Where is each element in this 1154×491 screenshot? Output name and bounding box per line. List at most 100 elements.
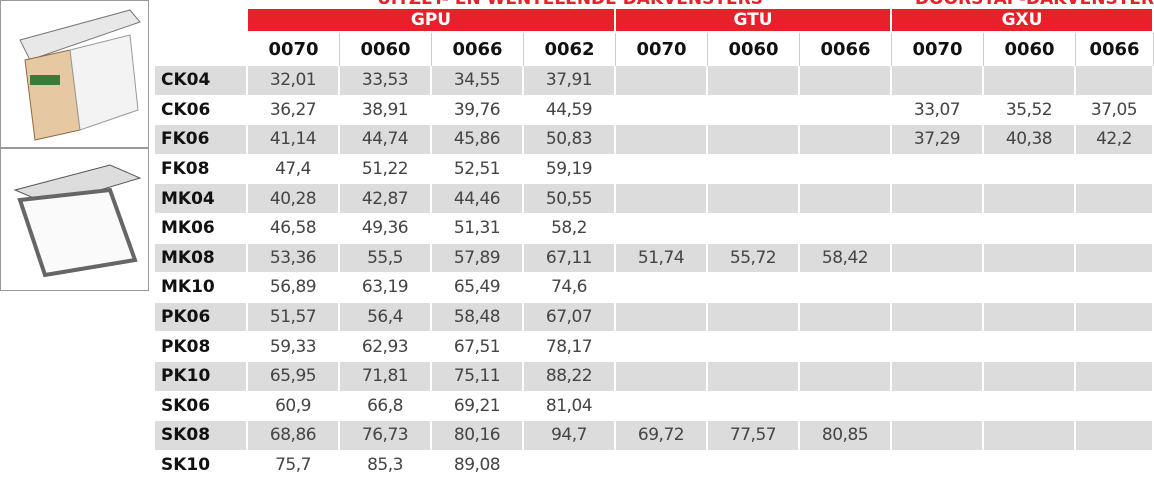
row-label: MK04	[155, 184, 248, 213]
empty-cell	[1076, 154, 1154, 184]
empty-cell	[616, 302, 708, 332]
price-cell: 32,01	[248, 66, 340, 95]
row-label: MK06	[155, 214, 248, 243]
empty-cell	[1076, 421, 1154, 450]
price-cell: 38,91	[340, 95, 432, 125]
empty-cell	[616, 154, 708, 184]
empty-cell	[984, 391, 1076, 421]
group-header: GPU	[248, 9, 616, 31]
price-cell: 49,36	[340, 214, 432, 243]
price-cell: 65,49	[432, 273, 524, 302]
code-header: 0060	[708, 33, 800, 66]
price-cell: 56,89	[248, 273, 340, 302]
price-cell: 71,81	[340, 362, 432, 391]
empty-cell	[800, 450, 892, 480]
empty-cell	[616, 273, 708, 302]
empty-cell	[616, 95, 708, 125]
price-cell: 56,4	[340, 302, 432, 332]
empty-cell	[708, 273, 800, 302]
empty-cell	[984, 214, 1076, 243]
price-cell: 88,22	[524, 362, 616, 391]
price-cell: 75,11	[432, 362, 524, 391]
empty-cell	[616, 214, 708, 243]
price-cell: 80,16	[432, 421, 524, 450]
empty-cell	[984, 243, 1076, 273]
price-cell: 89,08	[432, 450, 524, 480]
empty-cell	[984, 362, 1076, 391]
empty-cell	[1076, 273, 1154, 302]
row-label: SK10	[155, 450, 248, 480]
price-cell: 75,7	[248, 450, 340, 480]
price-cell: 67,11	[524, 243, 616, 273]
group-header: GTU	[616, 9, 892, 31]
empty-cell	[616, 66, 708, 95]
price-cell: 39,76	[432, 95, 524, 125]
empty-cell	[892, 391, 984, 421]
empty-cell	[708, 332, 800, 361]
empty-cell	[708, 95, 800, 125]
empty-cell	[708, 66, 800, 95]
price-cell: 47,4	[248, 154, 340, 184]
empty-cell	[892, 332, 984, 361]
empty-cell	[800, 125, 892, 154]
code-header: 0060	[984, 33, 1076, 66]
code-header: 0066	[1076, 33, 1154, 66]
empty-cell	[1076, 362, 1154, 391]
price-cell: 58,42	[800, 243, 892, 273]
price-cell: 40,38	[984, 125, 1076, 154]
empty-cell	[616, 391, 708, 421]
empty-cell	[800, 154, 892, 184]
row-label: MK08	[155, 243, 248, 273]
empty-cell	[616, 450, 708, 480]
price-cell: 37,91	[524, 66, 616, 95]
empty-cell	[708, 184, 800, 213]
price-cell: 50,83	[524, 125, 616, 154]
price-cell: 37,29	[892, 125, 984, 154]
price-cell: 55,72	[708, 243, 800, 273]
empty-cell	[800, 214, 892, 243]
price-cell: 69,72	[616, 421, 708, 450]
empty-cell	[984, 302, 1076, 332]
empty-cell	[984, 421, 1076, 450]
empty-cell	[616, 184, 708, 213]
price-cell: 59,33	[248, 332, 340, 361]
price-cell: 63,19	[340, 273, 432, 302]
code-header: 0060	[340, 33, 432, 66]
empty-cell	[892, 362, 984, 391]
empty-cell	[892, 421, 984, 450]
code-header: 0062	[524, 33, 616, 66]
price-cell: 51,74	[616, 243, 708, 273]
price-cell: 59,19	[524, 154, 616, 184]
price-cell: 58,2	[524, 214, 616, 243]
empty-cell	[892, 302, 984, 332]
empty-cell	[892, 66, 984, 95]
empty-cell	[984, 273, 1076, 302]
price-cell: 62,93	[340, 332, 432, 361]
empty-cell	[708, 391, 800, 421]
price-cell: 66,8	[340, 391, 432, 421]
price-cell: 36,27	[248, 95, 340, 125]
empty-cell	[984, 154, 1076, 184]
price-cell: 44,59	[524, 95, 616, 125]
row-label: PK06	[155, 302, 248, 332]
price-cell: 65,95	[248, 362, 340, 391]
price-cell: 51,22	[340, 154, 432, 184]
price-cell: 69,21	[432, 391, 524, 421]
price-cell: 80,85	[800, 421, 892, 450]
empty-cell	[892, 450, 984, 480]
code-header: 0066	[432, 33, 524, 66]
price-cell: 68,86	[248, 421, 340, 450]
empty-cell	[616, 125, 708, 154]
price-cell: 58,48	[432, 302, 524, 332]
price-cell: 34,55	[432, 66, 524, 95]
price-cell: 41,14	[248, 125, 340, 154]
empty-cell	[616, 362, 708, 391]
price-cell: 44,46	[432, 184, 524, 213]
empty-cell	[800, 184, 892, 213]
price-cell: 55,5	[340, 243, 432, 273]
row-label: SK08	[155, 421, 248, 450]
empty-cell	[616, 332, 708, 361]
code-header: 0070	[616, 33, 708, 66]
price-cell: 78,17	[524, 332, 616, 361]
